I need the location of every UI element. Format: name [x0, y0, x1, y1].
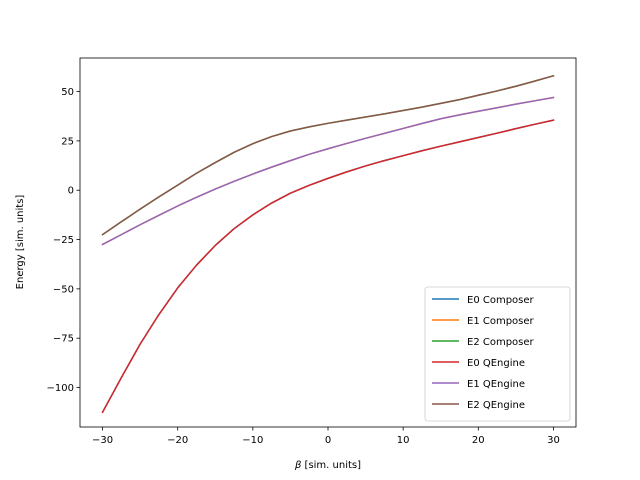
x-tick-label: 0: [325, 435, 331, 446]
x-tick-label: −10: [242, 435, 263, 446]
legend-label-2: E2 Composer: [467, 337, 535, 348]
x-axis-label: β [sim. units]: [294, 460, 361, 471]
x-tick-label: −20: [167, 435, 188, 446]
legend: E0 Composer E1 Composer E2 Composer E0 QEng…: [424, 286, 571, 422]
legend-label-5: E2 QEngine: [467, 400, 525, 411]
legend-label-3: E0 QEngine: [467, 358, 525, 369]
y-tick-label: −50: [53, 284, 74, 295]
legend-label-0: E0 Composer: [467, 295, 535, 306]
series-layer: [101, 74, 555, 414]
x-axis-label-symbol: β: [294, 460, 302, 471]
legend-label-1: E1 Composer: [467, 316, 535, 327]
x-tick-label: 20: [472, 435, 485, 446]
series-line-5: [101, 74, 555, 236]
legend-label-4: E1 QEngine: [467, 379, 525, 390]
y-tick-label: 0: [68, 186, 74, 197]
y-axis-label: Energy [sim. units]: [15, 195, 26, 290]
series-line-4: [101, 96, 555, 246]
y-tick-label: 25: [61, 136, 74, 147]
x-axis-label-units: [sim. units]: [301, 460, 361, 471]
x-tick-label: 30: [547, 435, 560, 446]
series-line-3: [101, 119, 555, 414]
y-tick-label: −25: [53, 235, 74, 246]
y-tick-label: −75: [53, 334, 74, 345]
y-tick-label: −100: [47, 383, 74, 394]
y-tick-label: 50: [61, 87, 74, 98]
x-tick-label: −30: [92, 435, 113, 446]
legend-box: [424, 286, 571, 422]
x-tick-label: 10: [397, 435, 410, 446]
